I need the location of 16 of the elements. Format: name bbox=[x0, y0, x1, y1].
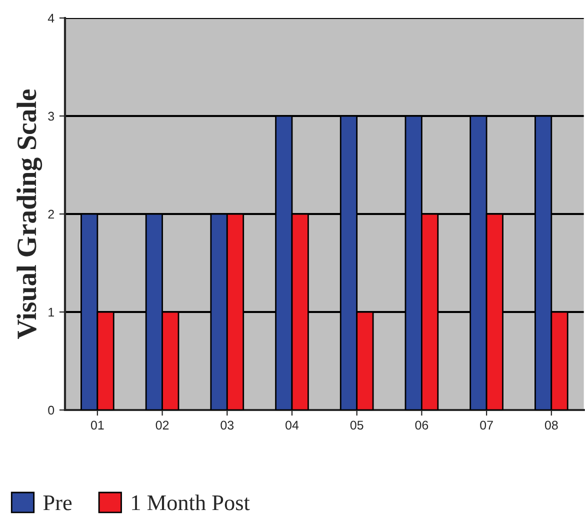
legend-label: Pre bbox=[43, 496, 72, 510]
x-tick-label: 08 bbox=[544, 420, 558, 430]
x-tick-label: 05 bbox=[350, 420, 364, 430]
y-tick-label: 0 bbox=[48, 406, 54, 415]
y-tick-label: 4 bbox=[48, 14, 54, 23]
x-tick-label: 06 bbox=[415, 420, 428, 430]
x-tick-label: 07 bbox=[480, 420, 493, 430]
y-axis-title: Visual Grading Scale bbox=[16, 89, 42, 339]
y-tick-label: 2 bbox=[48, 210, 54, 219]
y-tick-label: 1 bbox=[48, 308, 54, 317]
x-tick-label: 04 bbox=[286, 420, 299, 430]
x-tick-label: 01 bbox=[90, 420, 104, 430]
y-tick-label: 3 bbox=[48, 112, 54, 121]
x-tick-label: 03 bbox=[220, 420, 234, 430]
legend-label: 1 Month Post bbox=[132, 494, 250, 510]
x-tick-label: 02 bbox=[156, 420, 169, 430]
